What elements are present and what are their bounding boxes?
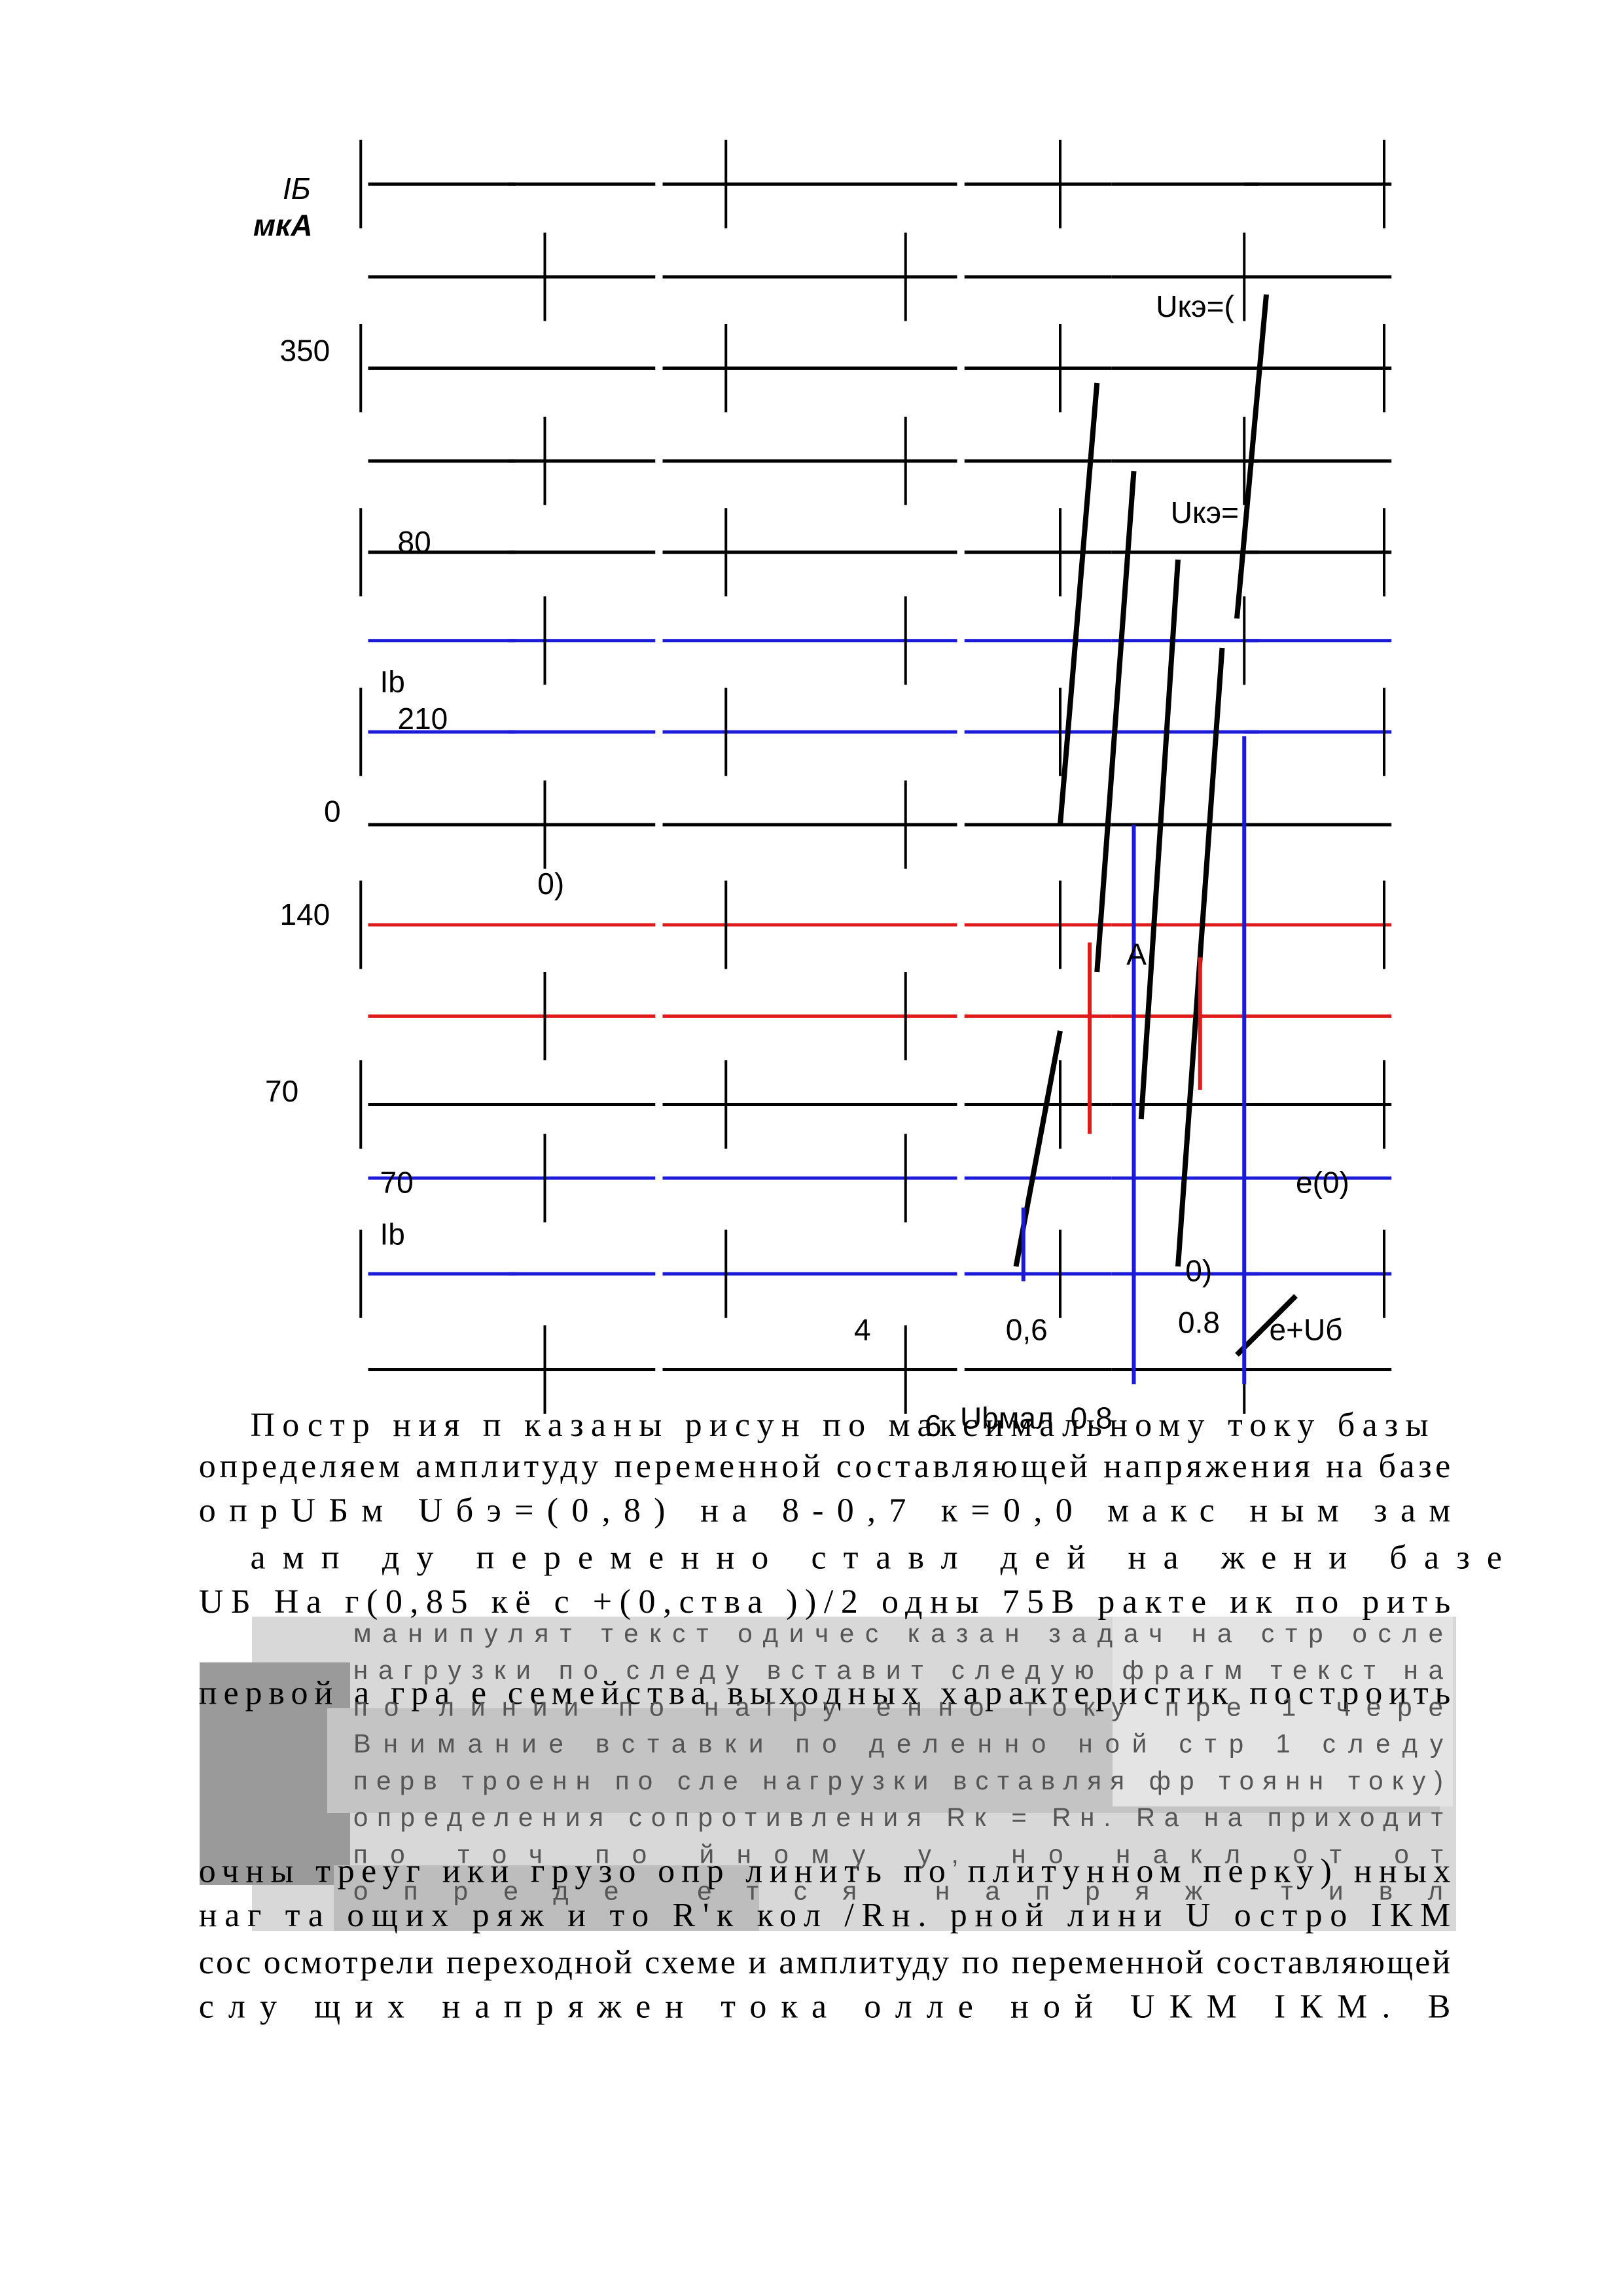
curve-segment: [1234, 294, 1269, 619]
curve-segment: [1138, 559, 1181, 1120]
chart-label: A: [1126, 937, 1147, 971]
chart-label: Ib: [380, 1217, 405, 1251]
chart-label: 6: [925, 1408, 942, 1443]
gray-block: [1113, 1617, 1453, 1806]
overlay-fragment: Внимание вставки по деленно ной стр 1 сл…: [353, 1730, 1443, 1759]
body-line: сос осмотрели переходной схеме и амплиту…: [199, 1944, 1451, 1981]
chart-label: 70: [265, 1074, 298, 1108]
chart-label: 4: [854, 1313, 871, 1347]
chart-label: 80: [398, 525, 431, 559]
chart-label: 140: [280, 897, 330, 931]
chart-label: мкА: [253, 208, 313, 242]
curve-segment: [1094, 471, 1137, 973]
overlay-blocks: [200, 1617, 1456, 1931]
body-line: амп ду переменно ставл дей на жени базе: [251, 1539, 1503, 1576]
gray-block: [200, 1662, 350, 1885]
chart-label: 0.8: [1071, 1401, 1113, 1435]
gray-block: [334, 1865, 759, 1931]
chart-label: Ubмал: [960, 1401, 1054, 1435]
chart-label: e+Uб: [1270, 1313, 1343, 1347]
chart-label: 0: [324, 795, 341, 829]
chart-label: 210: [398, 702, 448, 736]
chart-label: 0): [537, 867, 564, 901]
chart-label: 350: [280, 333, 330, 367]
chart-label: 0.8: [1178, 1305, 1220, 1339]
curve-segment: [1235, 1294, 1298, 1357]
chart-label: Ib: [380, 665, 405, 699]
curve-segment: [1058, 382, 1100, 825]
body-line: определяем амплитуду переменной составля…: [199, 1448, 1451, 1485]
chart-label: 0,6: [1006, 1313, 1048, 1347]
chart-label: e(0): [1296, 1166, 1349, 1200]
body-line: очны треуг ики грузо опр линить по плиту…: [199, 1853, 1451, 1890]
body-line: Постр ния п казаны рисун по максимальном…: [251, 1407, 1429, 1444]
overlay-fragment: нагрузки по следу вставит следую фрагм т…: [353, 1656, 1444, 1685]
chart-label: Uкэ=(: [1156, 289, 1234, 323]
chart-label: IБ: [283, 171, 311, 206]
body-line: UБ На г(0,85 кё с +(0,ства ))/2 одны 75В…: [199, 1583, 1450, 1621]
chart-label: 70: [380, 1166, 414, 1200]
chart-label: 0): [1185, 1254, 1212, 1288]
chart-label: Uкэ=: [1171, 495, 1239, 529]
